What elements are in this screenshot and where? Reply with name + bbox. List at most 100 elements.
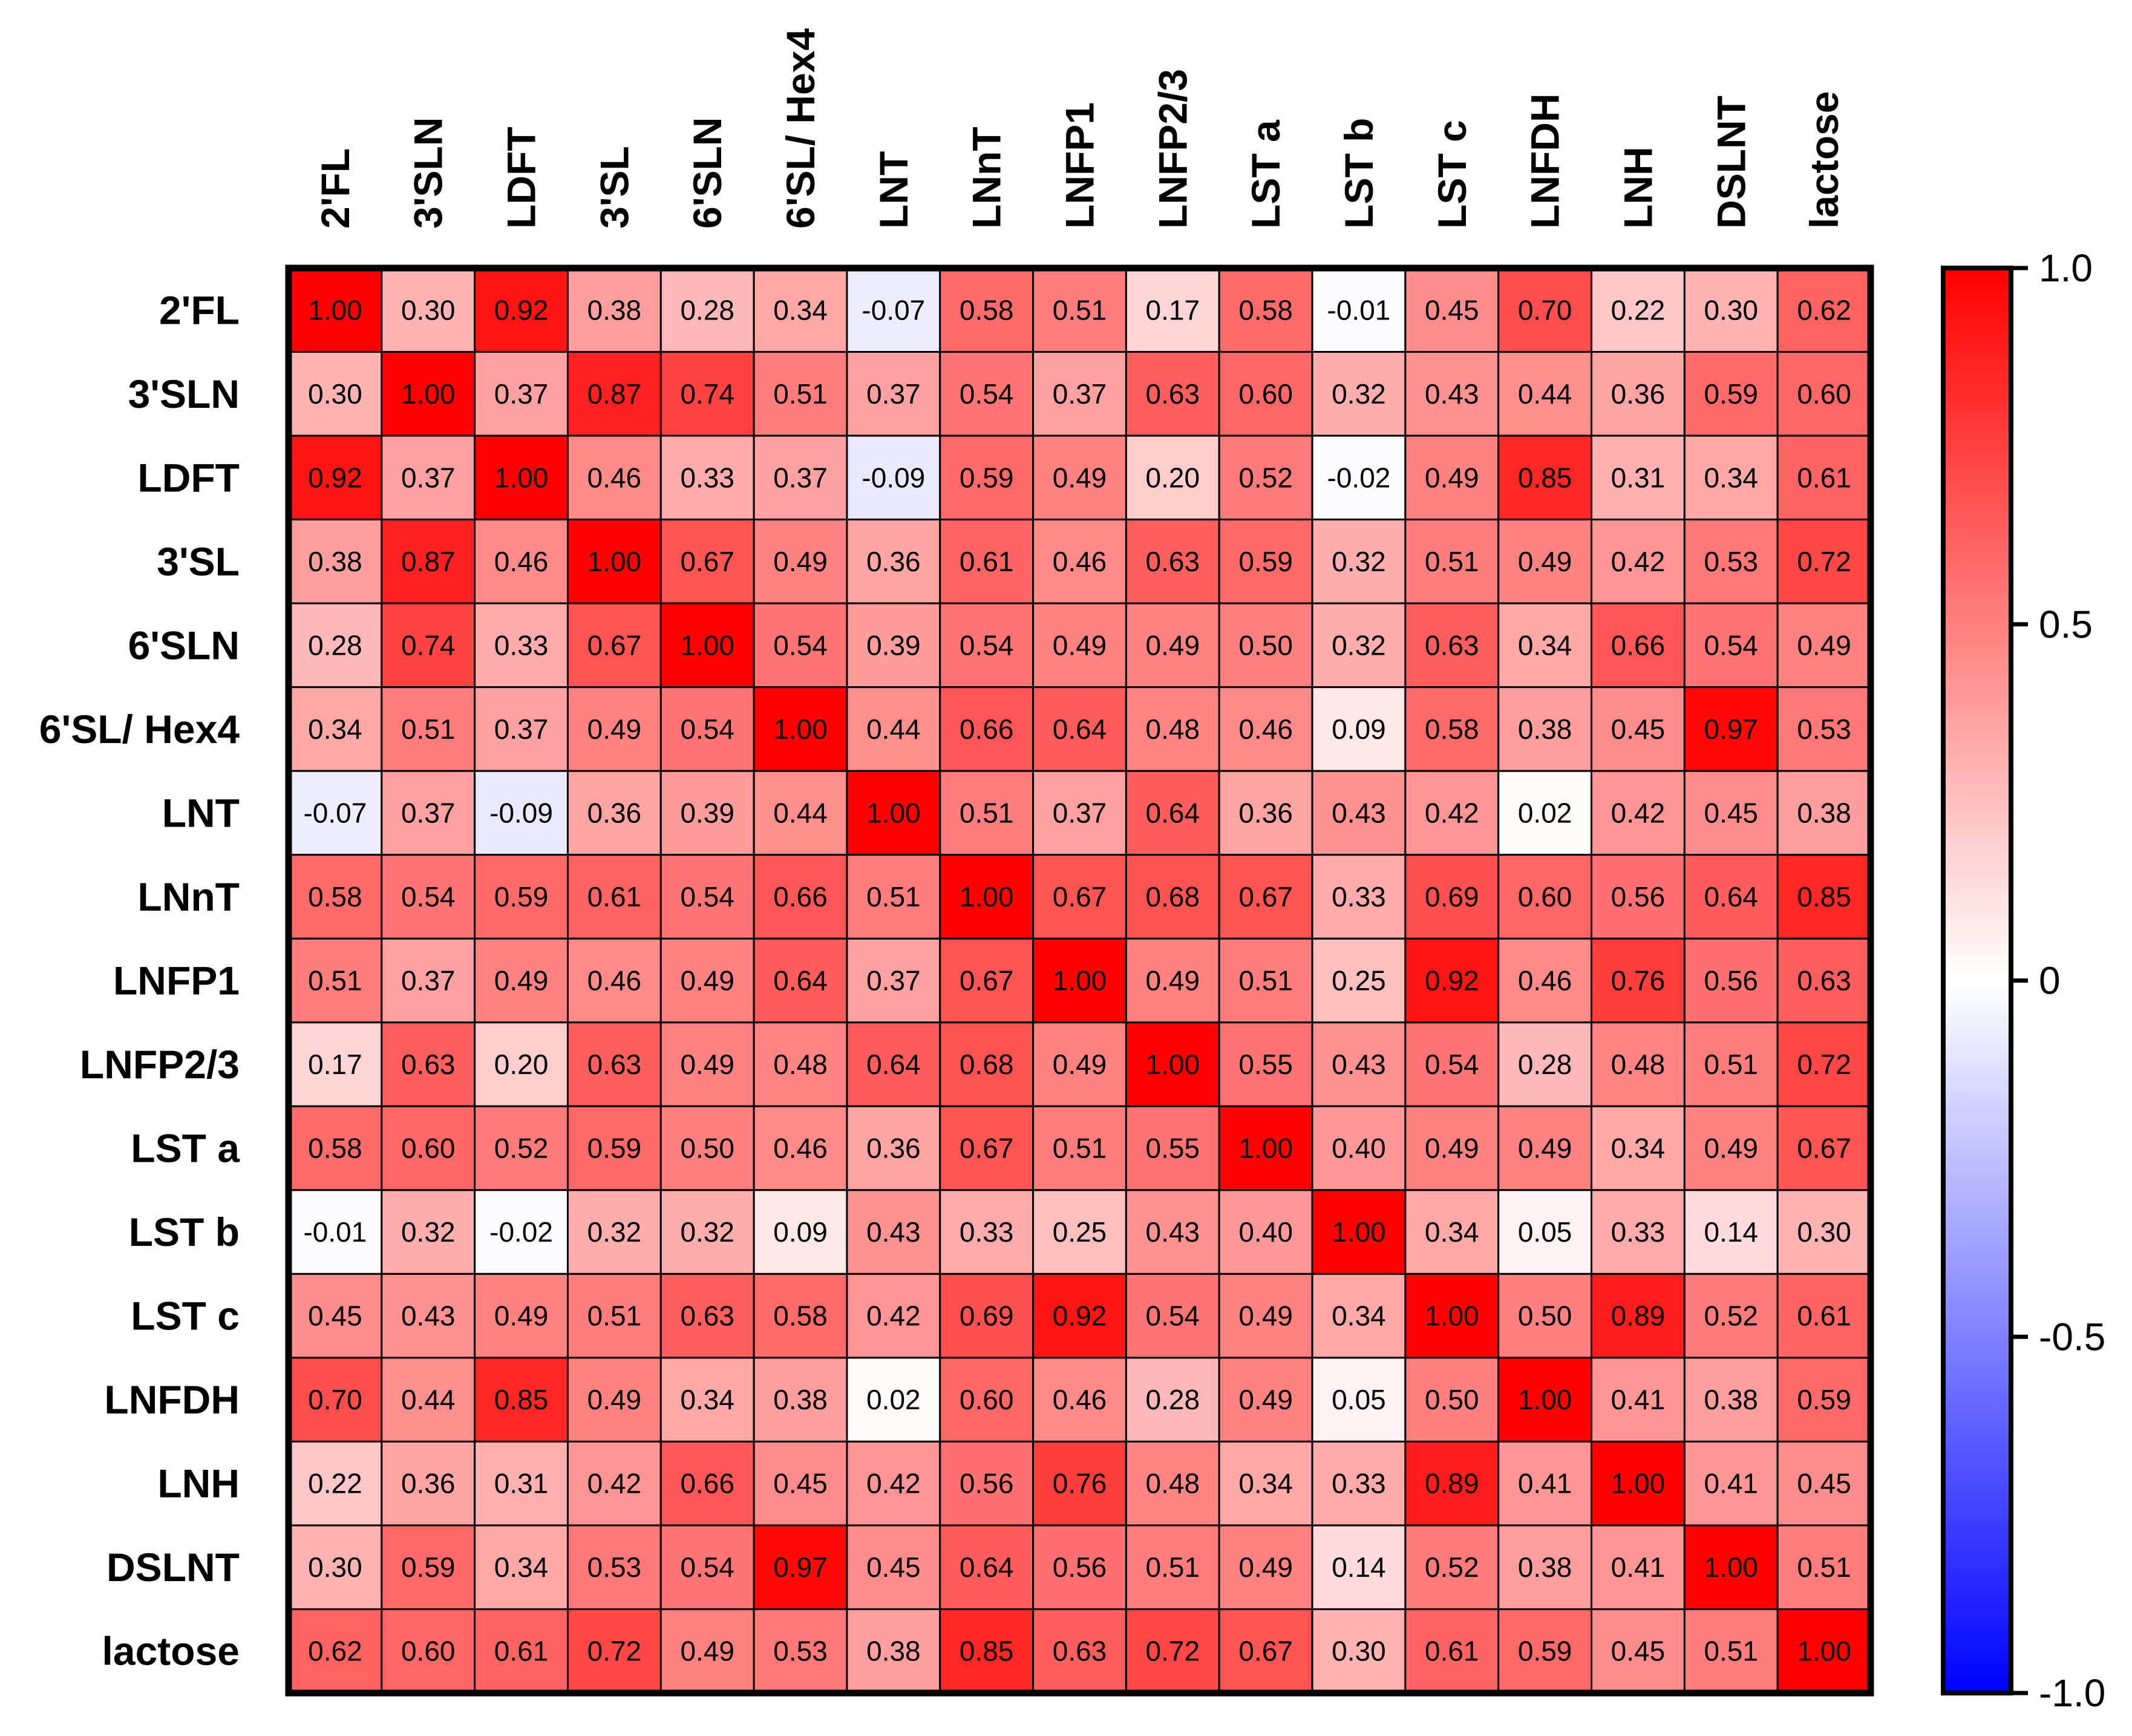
cell-value-label: 0.58 — [308, 881, 362, 912]
cell-value-label: 0.34 — [773, 294, 828, 326]
cell-value-label: 0.36 — [866, 546, 921, 577]
heatmap-cell — [566, 351, 662, 437]
heatmap-cell — [1683, 519, 1779, 604]
cell-value-label: 0.72 — [1146, 1636, 1200, 1667]
cell-value-label: 0.25 — [1053, 1216, 1107, 1248]
cell-value-label: 0.50 — [680, 1133, 734, 1164]
cell-value-label: 0.49 — [1238, 1551, 1293, 1583]
heatmap-cell — [753, 937, 848, 1024]
cell-value-label: 0.56 — [960, 1468, 1014, 1499]
cell-value-label: 0.44 — [401, 1384, 456, 1415]
cell-value-label: 0.58 — [773, 1300, 828, 1332]
cell-value-label: 0.45 — [1611, 1636, 1666, 1667]
heatmap-cell — [1311, 1273, 1407, 1359]
heatmap-cell — [1125, 267, 1220, 353]
cell-value-label: 0.45 — [866, 1551, 921, 1583]
cell-value-label: 0.50 — [1238, 629, 1293, 661]
heatmap-cell — [1404, 1440, 1500, 1527]
cell-value-label: 0.59 — [1518, 1636, 1572, 1667]
cell-value-label: 0.63 — [587, 1049, 642, 1080]
cell-value-label: 0.69 — [960, 1300, 1014, 1332]
cell-value-label: 0.31 — [1611, 462, 1666, 493]
row-label: LNFP1 — [113, 958, 240, 1003]
cell-value-label: 0.63 — [1797, 965, 1851, 997]
cell-value-label: 0.74 — [680, 378, 734, 410]
cell-value-label: 0.64 — [866, 1049, 921, 1080]
cell-value-label: 0.64 — [773, 965, 828, 997]
heatmap-cell — [1497, 434, 1593, 521]
heatmap-cell — [1218, 351, 1313, 437]
heatmap-cell — [1404, 602, 1500, 689]
cell-value-label: 0.60 — [960, 1384, 1014, 1415]
heatmap-cell — [1032, 854, 1127, 940]
heatmap-cell — [1776, 770, 1872, 856]
heatmap-cell — [1032, 434, 1127, 521]
heatmap-cell — [474, 1273, 569, 1359]
cell-value-label: -0.01 — [1327, 294, 1391, 326]
cell-value-label: 1.00 — [1425, 1300, 1479, 1332]
cell-value-label: 0.34 — [1704, 462, 1758, 493]
heatmap-cell — [1218, 937, 1313, 1024]
column-label: LST a — [1243, 119, 1288, 229]
cell-value-label: 0.66 — [1611, 629, 1666, 661]
colorbar-tick-label: 0.5 — [2039, 603, 2093, 646]
cell-value-label: 0.36 — [587, 797, 642, 828]
cell-value-label: 0.54 — [960, 378, 1014, 410]
heatmap-cell — [566, 602, 662, 689]
cell-value-label: 0.67 — [1797, 1133, 1851, 1164]
heatmap-cell — [659, 519, 755, 604]
cell-value-label: 0.20 — [494, 1049, 549, 1080]
cell-value-label: 0.41 — [1704, 1468, 1758, 1499]
cell-value-label: 0.28 — [308, 629, 362, 661]
cell-value-label: 0.60 — [1797, 378, 1851, 410]
cell-value-label: 0.37 — [401, 797, 456, 828]
cell-value-label: 0.36 — [1611, 378, 1666, 410]
heatmap-cell — [1591, 1357, 1686, 1443]
cell-value-label: 0.67 — [960, 965, 1014, 997]
heatmap-cell — [381, 937, 476, 1024]
row-label: 3'SL — [157, 539, 240, 584]
heatmap-cell — [939, 602, 1035, 689]
cell-value-label: 0.44 — [866, 713, 921, 745]
cell-value-label: 0.51 — [866, 881, 921, 912]
cell-value-label: 0.20 — [1146, 462, 1200, 493]
heatmap-cell — [753, 1105, 848, 1191]
heatmap-cell — [1591, 1273, 1686, 1359]
row-label: lactose — [102, 1629, 240, 1674]
cell-value-label: 0.49 — [773, 546, 828, 577]
heatmap-cell — [1125, 1608, 1220, 1694]
heatmap-border — [285, 264, 1874, 1697]
cell-value-label: 0.54 — [1146, 1300, 1200, 1332]
heatmap-cell — [474, 770, 569, 856]
cell-value-label: 0.67 — [1238, 1636, 1293, 1667]
cell-value-label: 0.87 — [401, 546, 456, 577]
heatmap-cell — [1218, 1524, 1313, 1610]
heatmap-cell — [1683, 770, 1779, 856]
cell-value-label: 0.51 — [1053, 1133, 1107, 1164]
heatmap-cell — [1032, 602, 1127, 689]
cell-value-label: 0.63 — [401, 1049, 456, 1080]
heatmap-cell — [1404, 1105, 1500, 1191]
cell-value-label: 0.51 — [1704, 1049, 1758, 1080]
heatmap-cell — [659, 602, 755, 689]
heatmap-cell — [1404, 937, 1500, 1024]
cell-value-label: 0.87 — [587, 378, 642, 410]
heatmap-cell — [1776, 686, 1872, 772]
cell-value-label: 0.89 — [1611, 1300, 1666, 1332]
cell-value-label: 0.50 — [1425, 1384, 1479, 1415]
cell-value-label: 0.63 — [1053, 1636, 1107, 1667]
heatmap-cell — [474, 351, 569, 437]
row-label: 6'SLN — [128, 623, 240, 667]
cell-value-label: 0.34 — [494, 1551, 549, 1583]
cell-value-label: 0.46 — [1053, 1384, 1107, 1415]
cell-value-label: 0.62 — [1797, 294, 1851, 326]
cell-value-label: 0.52 — [1425, 1551, 1479, 1583]
cell-value-label: 0.38 — [587, 294, 642, 326]
row-label: DSLNT — [106, 1545, 240, 1590]
heatmap-cell — [1125, 1021, 1220, 1107]
cell-value-label: 0.60 — [1238, 378, 1293, 410]
row-label: LST b — [129, 1210, 240, 1254]
cell-value-label: 0.67 — [960, 1133, 1014, 1164]
